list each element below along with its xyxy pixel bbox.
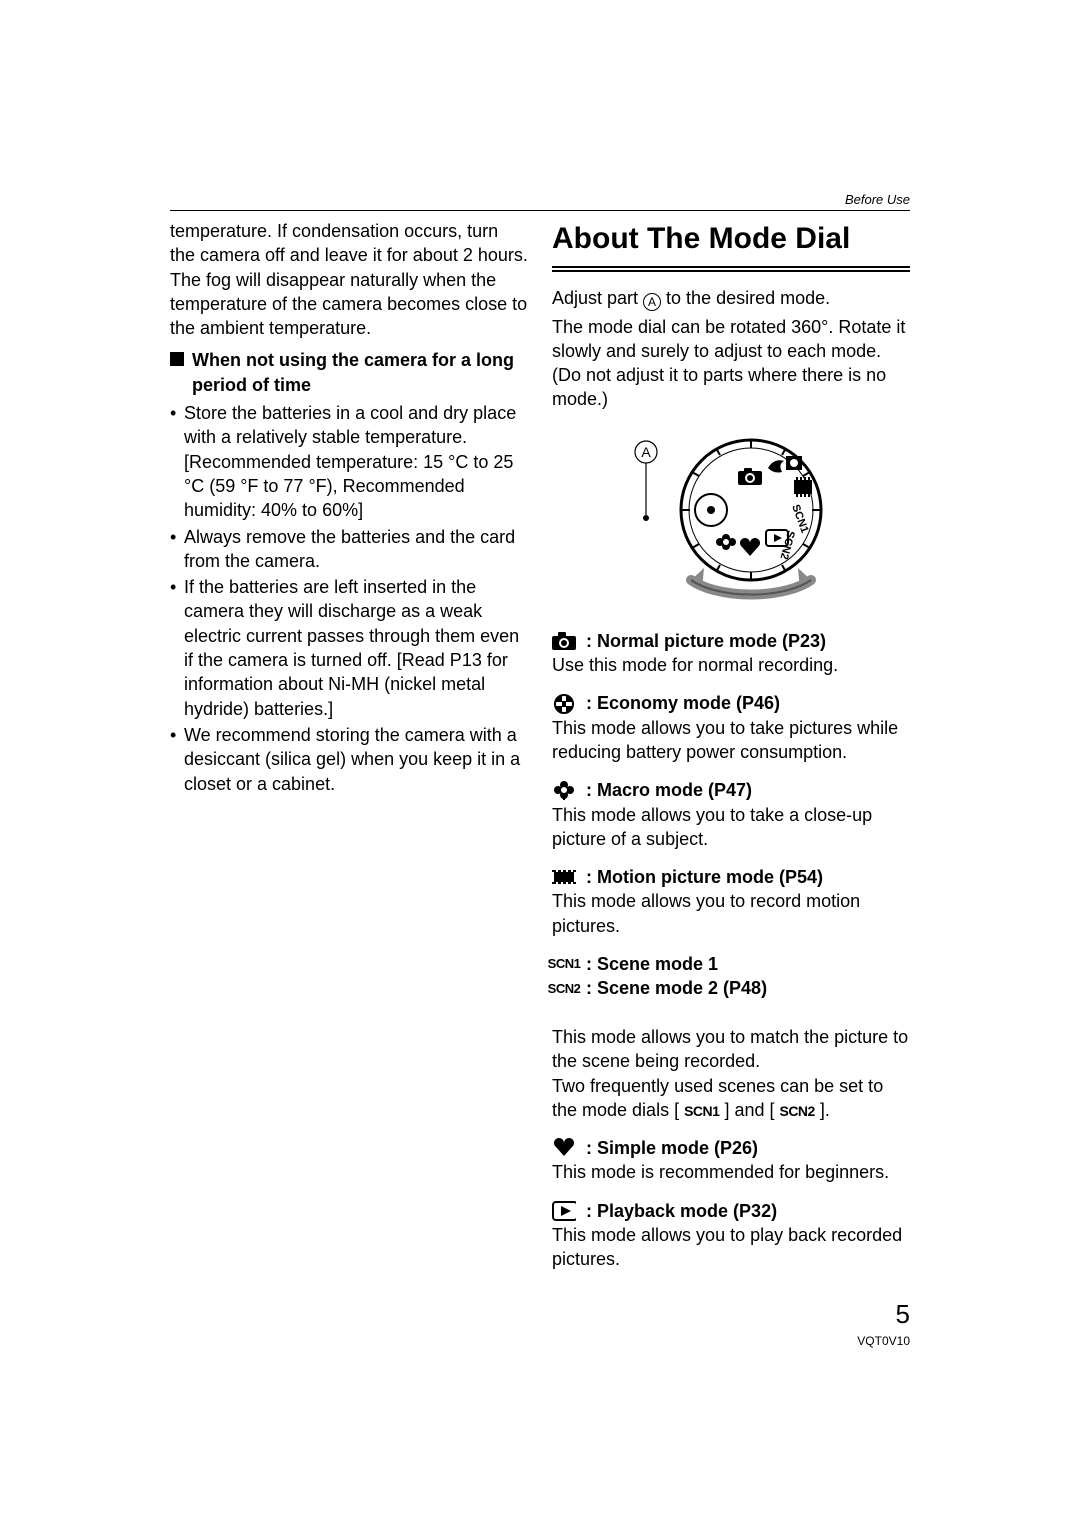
mode-body: This mode allows you to match the pictur… bbox=[552, 1001, 910, 1122]
manual-page: Before Use temperature. If condensation … bbox=[0, 0, 1080, 1526]
svg-text:SCN1: SCN1 bbox=[789, 503, 810, 535]
mode-body: This mode allows you to play back record… bbox=[552, 1223, 910, 1272]
intro-post: to the desired mode. bbox=[661, 288, 830, 308]
scn1-inline-icon: SCN1 bbox=[684, 1103, 719, 1119]
scene-body-post: ]. bbox=[815, 1100, 830, 1120]
mode-dial-figure: A bbox=[552, 430, 910, 605]
storage-bullet-list: Store the batteries in a cool and dry pl… bbox=[170, 401, 528, 796]
mode-label: : Simple mode (P26) bbox=[586, 1136, 758, 1160]
adjust-intro: Adjust part A to the desired mode. bbox=[552, 286, 910, 311]
mode-body: This mode is recommended for beginners. bbox=[552, 1160, 910, 1184]
title-underline bbox=[552, 266, 910, 272]
page-title: About The Mode Dial bbox=[552, 219, 910, 260]
mode-economy: : Economy mode (P46) This mode allows yo… bbox=[552, 691, 910, 764]
svg-text:A: A bbox=[641, 444, 651, 460]
left-column: temperature. If condensation occurs, tur… bbox=[170, 219, 528, 1286]
mode-body: This mode allows you to take pictures wh… bbox=[552, 716, 910, 765]
playback-icon bbox=[552, 1201, 576, 1221]
mode-label: : Normal picture mode (P23) bbox=[586, 629, 826, 653]
mode-dial-svg: A bbox=[616, 430, 846, 605]
right-column: About The Mode Dial Adjust part A to the… bbox=[552, 219, 910, 1286]
rotate-intro: The mode dial can be rotated 360°. Rotat… bbox=[552, 315, 910, 412]
document-code: VQT0V10 bbox=[857, 1334, 910, 1348]
intro-pre: Adjust part bbox=[552, 288, 643, 308]
header-rule bbox=[170, 210, 910, 211]
mode-playback: : Playback mode (P32) This mode allows y… bbox=[552, 1199, 910, 1272]
list-item: If the batteries are left inserted in th… bbox=[170, 575, 528, 721]
mode-body: This mode allows you to take a close-up … bbox=[552, 803, 910, 852]
mode-body: This mode allows you to record motion pi… bbox=[552, 889, 910, 938]
macro-icon bbox=[552, 780, 576, 800]
condensation-paragraph: temperature. If condensation occurs, tur… bbox=[170, 219, 528, 340]
scn1-icon: SCN1 bbox=[552, 954, 576, 974]
motion-picture-icon bbox=[552, 867, 576, 887]
camera-icon bbox=[552, 631, 576, 651]
two-column-layout: temperature. If condensation occurs, tur… bbox=[170, 205, 910, 1286]
mode-label: : Macro mode (P47) bbox=[586, 778, 752, 802]
mode-scene: SCN1 : Scene mode 1 SCN2 : Scene mode 2 … bbox=[552, 952, 910, 1122]
mode-label: : Economy mode (P46) bbox=[586, 691, 780, 715]
mode-label: : Scene mode 1 bbox=[586, 952, 718, 976]
mode-label: : Motion picture mode (P54) bbox=[586, 865, 823, 889]
marker-a-icon: A bbox=[643, 293, 661, 311]
square-bullet-icon bbox=[170, 352, 184, 366]
mode-motion: : Motion picture mode (P54) This mode al… bbox=[552, 865, 910, 938]
scn2-inline-icon: SCN2 bbox=[779, 1103, 814, 1119]
mode-simple: : Simple mode (P26) This mode is recomme… bbox=[552, 1136, 910, 1185]
list-item: We recommend storing the camera with a d… bbox=[170, 723, 528, 796]
scn2-icon: SCN2 bbox=[552, 978, 576, 998]
scene-body-mid: ] and [ bbox=[719, 1100, 779, 1120]
mode-body: Use this mode for normal recording. bbox=[552, 653, 910, 677]
mode-label: : Playback mode (P32) bbox=[586, 1199, 777, 1223]
mode-normal: : Normal picture mode (P23) Use this mod… bbox=[552, 629, 910, 678]
list-item: Always remove the batteries and the card… bbox=[170, 525, 528, 574]
economy-icon bbox=[552, 694, 576, 714]
section-label: Before Use bbox=[845, 192, 910, 207]
storage-subheading: When not using the camera for a long per… bbox=[170, 348, 528, 397]
mode-label: : Scene mode 2 (P48) bbox=[586, 976, 767, 1000]
heart-icon bbox=[552, 1138, 576, 1158]
list-item: Store the batteries in a cool and dry pl… bbox=[170, 401, 528, 522]
page-number: 5 bbox=[896, 1299, 910, 1330]
svg-text:SCN2: SCN2 bbox=[778, 529, 797, 560]
storage-subheading-text: When not using the camera for a long per… bbox=[192, 348, 528, 397]
mode-macro: : Macro mode (P47) This mode allows you … bbox=[552, 778, 910, 851]
